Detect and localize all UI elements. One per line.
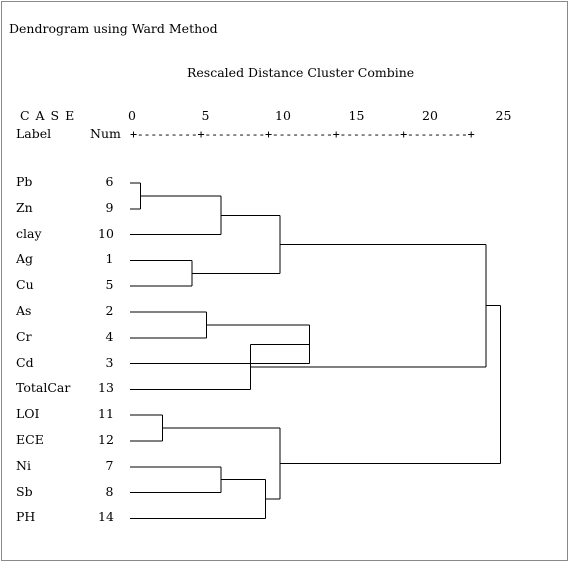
scale-tick-label: 5 bbox=[201, 108, 210, 123]
dendrogram-subtitle: Rescaled Distance Cluster Combine bbox=[187, 65, 415, 80]
case-label: Ag bbox=[16, 251, 34, 267]
case-number: 5 bbox=[105, 277, 114, 293]
case-label: Cd bbox=[16, 354, 34, 370]
case-label: PH bbox=[16, 509, 36, 525]
scale-tick-label: 10 bbox=[275, 108, 291, 123]
case-number: 6 bbox=[105, 174, 114, 189]
case-label: Cr bbox=[16, 328, 32, 344]
case-label: As bbox=[16, 303, 32, 318]
dendrogram-title: Dendrogram using Ward Method bbox=[9, 21, 218, 36]
case-number: 12 bbox=[98, 432, 114, 447]
case-label: Zn bbox=[16, 199, 33, 215]
case-header: C A S E bbox=[20, 108, 76, 123]
case-number: 13 bbox=[98, 380, 114, 396]
dendrogram-tree bbox=[130, 182, 501, 519]
num-column-header: Num bbox=[90, 126, 121, 141]
case-label: LOI bbox=[16, 406, 40, 422]
case-label: ECE bbox=[16, 432, 44, 447]
case-number: 8 bbox=[105, 483, 114, 499]
case-number: 1 bbox=[105, 251, 114, 267]
case-number: 2 bbox=[105, 303, 114, 318]
case-label: Sb bbox=[16, 483, 33, 499]
case-number: 14 bbox=[98, 509, 114, 525]
case-label: TotalCar bbox=[16, 380, 71, 396]
case-label: Ni bbox=[16, 457, 31, 473]
case-number: 3 bbox=[105, 354, 114, 370]
case-number: 7 bbox=[105, 457, 114, 473]
case-number: 10 bbox=[98, 225, 114, 241]
case-number: 11 bbox=[98, 406, 114, 422]
case-label: Pb bbox=[16, 174, 33, 189]
case-number: 9 bbox=[105, 199, 114, 215]
scale-tick-label: 15 bbox=[348, 108, 365, 123]
distance-ruler: +---------+---------+---------+---------… bbox=[130, 127, 475, 141]
scale-tick-label: 0 bbox=[128, 108, 136, 123]
scale-tick-label: 20 bbox=[422, 108, 438, 123]
scale-tick-label: 25 bbox=[495, 108, 512, 123]
case-label: clay bbox=[16, 225, 42, 241]
label-column-header: Label bbox=[16, 126, 52, 141]
case-number: 4 bbox=[105, 328, 114, 344]
case-label: Cu bbox=[16, 277, 34, 293]
